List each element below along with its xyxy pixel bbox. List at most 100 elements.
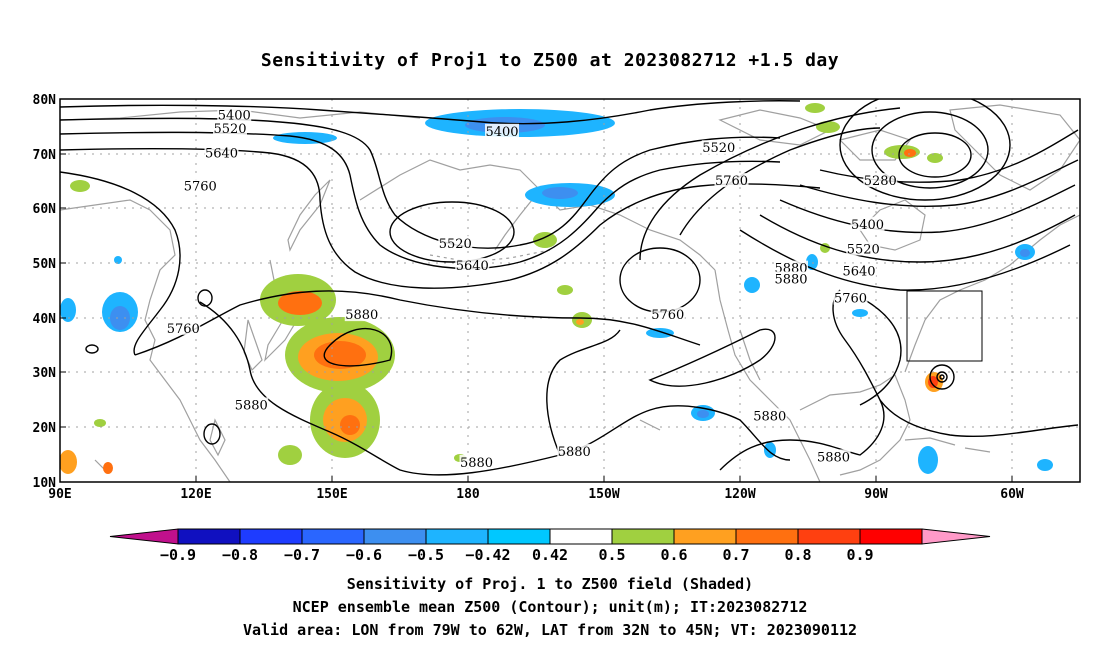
lat-label-60n: 60N (33, 202, 57, 217)
color-bar-segment (363, 528, 427, 545)
contour-label: 5640 (842, 264, 875, 279)
contour-label: 5520 (702, 141, 735, 156)
contour-label-bg (438, 235, 473, 250)
lat-label-30n: 30N (33, 366, 57, 381)
color-bar-min-triangle (109, 528, 179, 545)
contour-label-bg (816, 449, 851, 464)
color-bar-segment (673, 528, 737, 545)
contour-label: 5760 (184, 180, 217, 195)
lat-label-10n: 10N (33, 476, 57, 491)
contour-label: 5880 (235, 398, 268, 413)
contour-label: 5400 (485, 125, 518, 140)
contour-label-bg (701, 140, 736, 155)
contour-label-bg (166, 320, 201, 335)
color-bar-tick-label: −0.7 (284, 546, 320, 564)
contour-label-bg (752, 408, 787, 423)
lon-label-90e: 90E (48, 487, 71, 502)
contour-label: 5880 (774, 273, 807, 288)
color-bar-labels: −0.9 −0.8 −0.7 −0.6 −0.5 −0.42 0.42 0.5 0.6 0.7 0.… (160, 546, 874, 564)
contour-label: 5760 (167, 322, 200, 337)
lon-label-180: 180 (456, 487, 480, 502)
color-bar-segment (735, 528, 799, 545)
contour-label-bg (183, 178, 218, 193)
tick-marks (59, 98, 1013, 483)
valid-area-box (906, 290, 983, 362)
color-bar-segment (239, 528, 303, 545)
contour-label: 5520 (439, 237, 472, 252)
contour-label-bg (459, 454, 494, 469)
contour-label-bg (774, 271, 808, 286)
color-bar-segment (549, 528, 613, 545)
color-bar-tick-label: −0.42 (465, 546, 510, 564)
contour-label-bg (774, 260, 808, 275)
contour-label: 5880 (753, 409, 786, 424)
contour-label: 5640 (205, 147, 238, 162)
color-bar-tick-label: −0.6 (346, 546, 382, 564)
contour-label: 5400 (218, 108, 251, 123)
contour-label-bg (714, 173, 749, 188)
contour-label-bg (833, 290, 868, 305)
color-bar-tick-label: −0.9 (160, 546, 196, 564)
contour-label: 5280 (864, 174, 897, 189)
contour-label: 5640 (456, 259, 489, 274)
color-bar-tick-label: 0.8 (784, 546, 811, 564)
map-title: Sensitivity of Proj1 to Z500 at 20230827… (260, 50, 840, 71)
contour-label-bg (455, 257, 490, 272)
color-bar-segment (301, 528, 365, 545)
lon-label-90w: 90W (864, 487, 888, 502)
contour-label-bg (485, 123, 519, 138)
caption-contour: NCEP ensemble mean Z500 (Contour); unit(… (292, 598, 808, 616)
contour-label: 5760 (715, 174, 748, 189)
contour-label: 5880 (345, 308, 378, 323)
contour-label: 5520 (847, 242, 880, 257)
lon-label-120w: 120W (724, 487, 755, 502)
contour-label-bg (213, 121, 247, 136)
contour-label: 5760 (651, 308, 684, 323)
color-bar-tick-label: 0.42 (532, 546, 568, 564)
color-bar-tick-label: 0.5 (598, 546, 625, 564)
lat-label-40n: 40N (33, 312, 57, 327)
contour-label: 5880 (817, 450, 850, 465)
contour-label-bg (204, 145, 239, 160)
color-bar-tick-label: 0.9 (846, 546, 873, 564)
contour-label-bg (234, 397, 269, 412)
contour-label: 5880 (558, 445, 591, 460)
contour-label-bg (863, 173, 898, 188)
lon-label-150e: 150E (316, 487, 347, 502)
lon-label-150w: 150W (588, 487, 619, 502)
color-bar-tick-label: 0.7 (722, 546, 749, 564)
color-bar-segment (487, 528, 551, 545)
color-bar-segment (177, 528, 241, 545)
contour-label: 5400 (851, 218, 884, 233)
caption-valid-area: Valid area: LON from 79W to 62W, LAT fro… (242, 621, 858, 639)
contour-label: 5760 (834, 292, 867, 307)
contour-label: 5880 (460, 456, 493, 471)
contour-label-bg (217, 107, 252, 122)
caption-shading: Sensitivity of Proj. 1 to Z500 field (Sh… (346, 575, 754, 593)
contour-label-bg (846, 241, 881, 256)
lon-label-120e: 120E (180, 487, 211, 502)
color-bar-segment (425, 528, 489, 545)
contour-label-bg (557, 443, 592, 458)
lat-label-20n: 20N (33, 421, 57, 436)
contour-label: 5520 (213, 122, 246, 137)
contour-label-bg (850, 216, 885, 231)
contour-label-bg (650, 307, 685, 322)
contour-label-bg (842, 263, 876, 278)
color-bar-tick-label: −0.8 (222, 546, 258, 564)
contour-label-bg (344, 307, 379, 322)
color-bar-segment (797, 528, 861, 545)
lat-label-70n: 70N (33, 148, 57, 163)
sensitivity-shading (60, 103, 1053, 474)
grid-lines (60, 99, 1080, 482)
color-bar-segment (611, 528, 675, 545)
color-bar-max-triangle (921, 528, 991, 545)
color-bar-tick-label: 0.6 (660, 546, 687, 564)
z500-contours (60, 99, 1079, 476)
color-bar (109, 528, 991, 545)
lat-label-80n: 80N (33, 93, 57, 108)
lon-label-60w: 60W (1000, 487, 1024, 502)
lat-label-50n: 50N (33, 257, 57, 272)
